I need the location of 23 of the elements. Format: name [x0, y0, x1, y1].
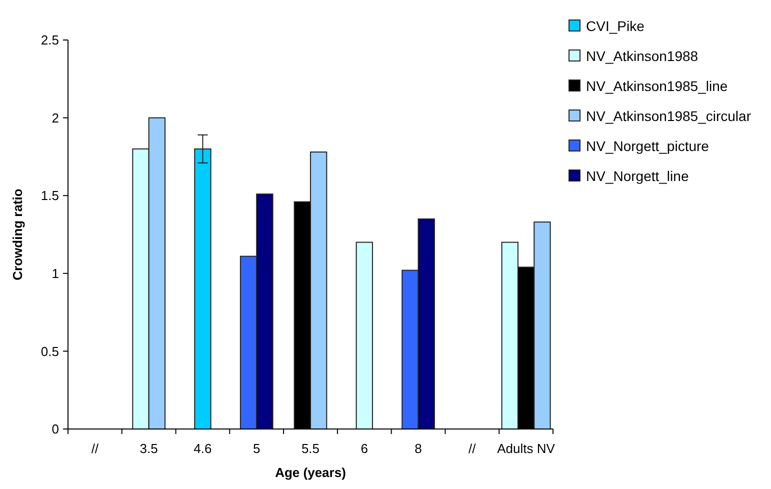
y-tick-label: 0.5: [40, 344, 59, 359]
y-axis-title: Crowding ratio: [10, 188, 25, 280]
legend-label: NV_Atkinson1985_circular: [586, 108, 752, 124]
x-tick-label: 6: [360, 441, 368, 456]
legend-label: NV_Atkinson1985_line: [586, 78, 728, 94]
y-tick-label: 1: [52, 266, 59, 281]
x-tick-label: //: [468, 441, 476, 456]
legend-label: NV_Norgett_picture: [586, 138, 710, 154]
y-tick-label: 2.5: [40, 32, 59, 48]
legend-label: NV_Norgett_line: [586, 168, 689, 184]
x-tick-label: Adults NV: [497, 441, 556, 456]
x-axis-title: Age (years): [275, 465, 346, 480]
x-tick-label: 8: [414, 441, 422, 456]
y-tick-label: 2: [52, 110, 59, 126]
x-tick-label: //: [91, 441, 99, 456]
y-tick-label: 1.5: [40, 188, 59, 204]
x-tick-label: 5.5: [301, 441, 320, 456]
y-tick-label: 0: [52, 422, 59, 437]
x-tick-label: 3.5: [140, 441, 158, 456]
legend-label: CVI_Pike: [586, 18, 645, 34]
x-tick-label: 4.6: [194, 441, 212, 456]
legend-label: NV_Atkinson1988: [586, 48, 698, 64]
x-tick-label: 5: [252, 441, 260, 456]
